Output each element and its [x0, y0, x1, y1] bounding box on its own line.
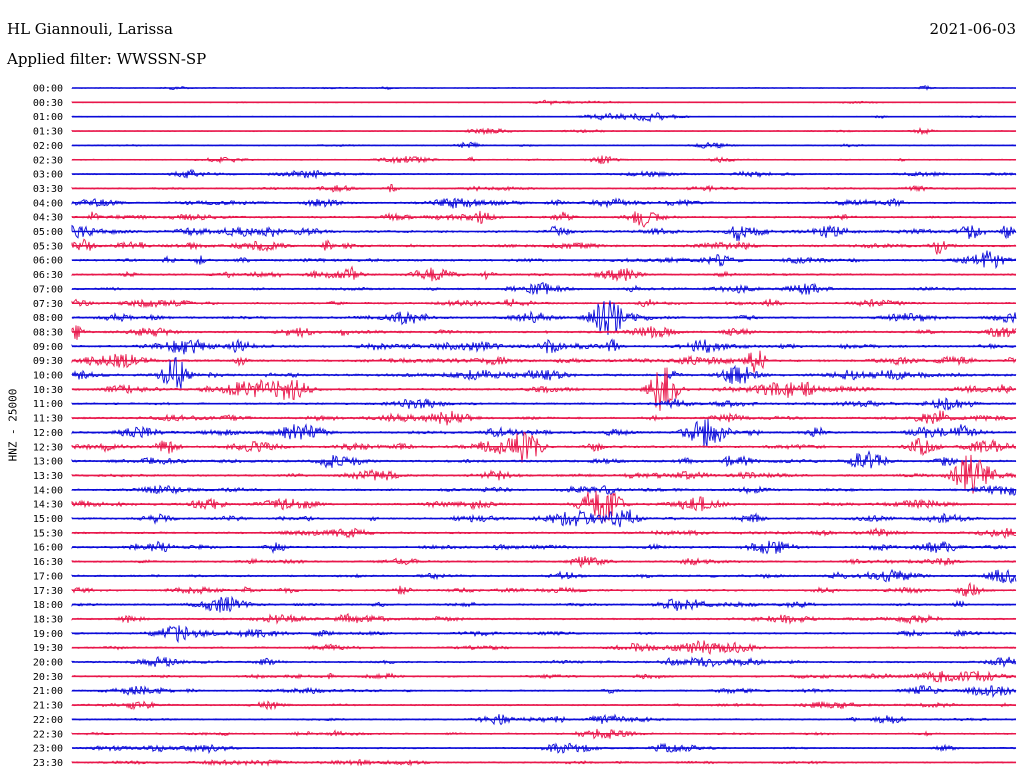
row-time-label: 02:00 — [33, 141, 63, 152]
row-time-label: 23:30 — [33, 758, 63, 769]
row-time-label: 19:00 — [33, 629, 63, 640]
row-time-label: 01:30 — [33, 127, 63, 138]
trace-line — [71, 431, 1017, 463]
trace-line — [71, 350, 1017, 373]
row-time-label: 06:30 — [33, 270, 63, 281]
row-time-label: 13:30 — [33, 471, 63, 482]
row-time-label: 03:30 — [33, 184, 63, 195]
trace-line — [71, 357, 1017, 389]
row-time-label: 12:30 — [33, 442, 63, 453]
row-time-label: 01:00 — [33, 112, 63, 123]
row-time-label: 18:00 — [33, 600, 63, 611]
record-date: 2021-06-03 — [929, 20, 1016, 38]
row-time-label: 18:30 — [33, 614, 63, 625]
row-time-label: 16:30 — [33, 557, 63, 568]
row-time-label: 04:30 — [33, 213, 63, 224]
station-title: HL Giannouli, Larissa — [7, 20, 173, 38]
row-time-label: 11:30 — [33, 414, 63, 425]
trace-line — [71, 450, 1017, 469]
row-time-label: 15:00 — [33, 514, 63, 525]
row-time-label: 10:30 — [33, 385, 63, 396]
trace-line — [71, 210, 1017, 228]
row-time-label: 21:30 — [33, 701, 63, 712]
row-time-label: 02:30 — [33, 155, 63, 166]
row-time-label: 19:30 — [33, 643, 63, 654]
row-time-label: 00:00 — [33, 84, 63, 95]
row-time-label: 03:00 — [33, 170, 63, 181]
row-time-label: 10:00 — [33, 371, 63, 382]
row-time-label: 07:30 — [33, 299, 63, 310]
row-time-label: 20:00 — [33, 658, 63, 669]
row-time-label: 05:00 — [33, 227, 63, 238]
row-time-label: 15:30 — [33, 528, 63, 539]
row-time-label: 14:30 — [33, 500, 63, 511]
trace-line — [71, 250, 1017, 270]
row-time-label: 17:00 — [33, 571, 63, 582]
trace-line — [71, 490, 1017, 523]
row-time-label: 13:00 — [33, 457, 63, 468]
row-time-label: 00:30 — [33, 98, 63, 109]
trace-line — [71, 419, 1017, 448]
row-time-label: 20:30 — [33, 672, 63, 683]
row-time-label: 07:00 — [33, 284, 63, 295]
row-time-label: 22:00 — [33, 715, 63, 726]
row-time-label: 09:30 — [33, 356, 63, 367]
row-time-label: 16:00 — [33, 543, 63, 554]
row-time-label: 08:00 — [33, 313, 63, 324]
trace-line — [71, 224, 1017, 241]
row-time-label: 05:30 — [33, 241, 63, 252]
filter-label: Applied filter: WWSSN-SP — [7, 50, 207, 68]
row-time-label: 14:00 — [33, 485, 63, 496]
trace-line — [71, 238, 1017, 255]
row-time-label: 21:00 — [33, 686, 63, 697]
row-time-label: 11:00 — [33, 399, 63, 410]
row-time-label: 08:30 — [33, 327, 63, 338]
row-time-label: 12:00 — [33, 428, 63, 439]
row-time-label: 17:30 — [33, 586, 63, 597]
row-time-label: 23:00 — [33, 744, 63, 755]
row-time-label: 06:00 — [33, 256, 63, 267]
row-time-label: 22:30 — [33, 729, 63, 740]
row-time-label: 04:00 — [33, 198, 63, 209]
row-time-label: 09:00 — [33, 342, 63, 353]
